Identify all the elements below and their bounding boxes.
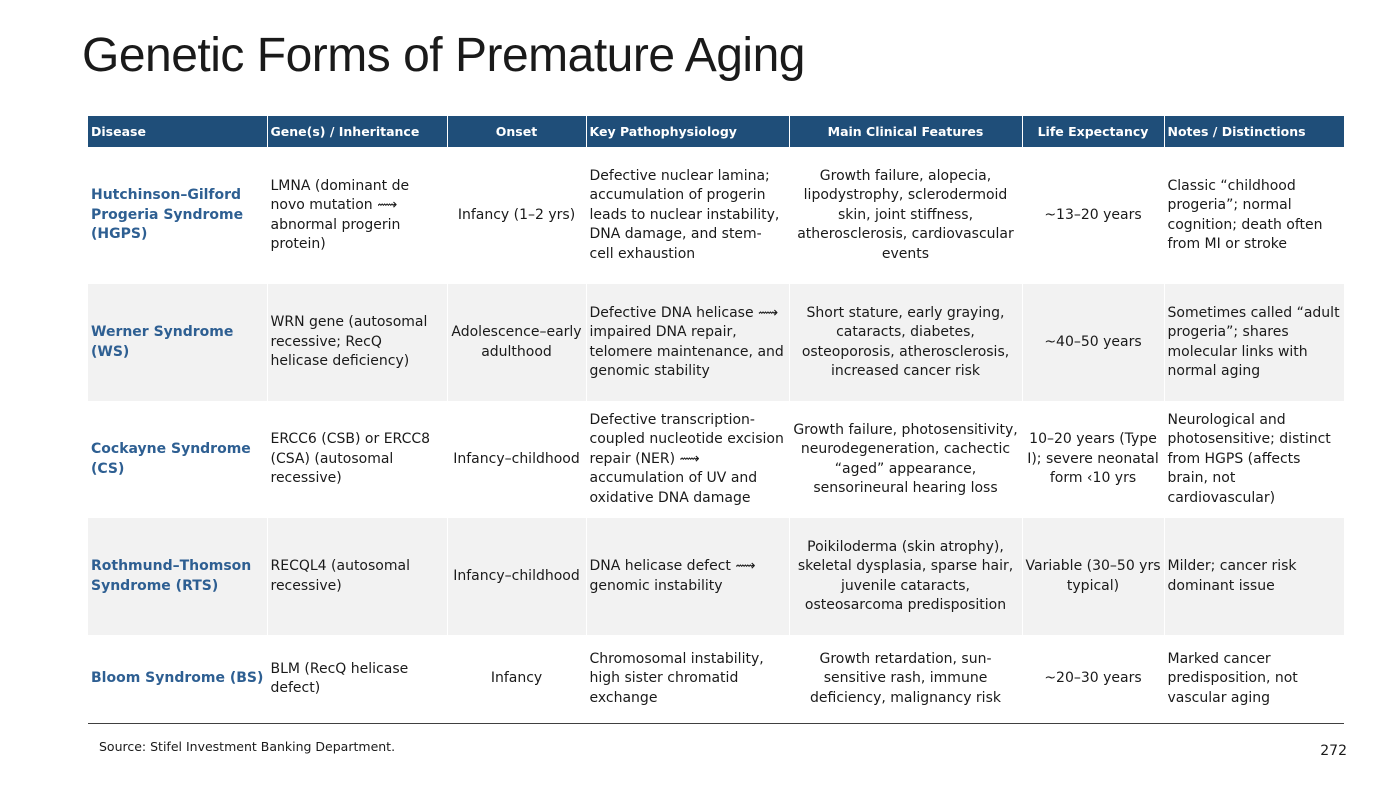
pathophysiology-cell: Chromosomal instability, high sister chr… [586, 635, 790, 724]
notes-cell: Milder; cancer risk dominant issue [1164, 518, 1344, 635]
premature-aging-table: Disease Gene(s) / Inheritance Onset Key … [88, 116, 1344, 724]
onset-cell: Infancy–childhood [447, 518, 587, 635]
gene-cell: RECQL4 (autosomal recessive) [267, 518, 448, 635]
table-row: Werner Syndrome (WS) WRN gene (autosomal… [88, 284, 1344, 401]
header-disease: Disease [88, 116, 268, 147]
header-pathophysiology: Key Pathophysiology [586, 116, 790, 147]
gene-cell: WRN gene (autosomal recessive; RecQ heli… [267, 284, 448, 401]
source-footnote: Source: Stifel Investment Banking Depart… [99, 739, 396, 754]
header-clinical-features: Main Clinical Features [789, 116, 1023, 147]
header-life-expectancy: Life Expectancy [1022, 116, 1165, 147]
table-row: Bloom Syndrome (BS) BLM (RecQ helicase d… [88, 635, 1344, 724]
life-expectancy-cell: ~13–20 years [1022, 147, 1165, 284]
header-notes: Notes / Distinctions [1164, 116, 1344, 147]
life-expectancy-cell: ~20–30 years [1022, 635, 1165, 724]
life-expectancy-cell: ~40–50 years [1022, 284, 1165, 401]
header-onset: Onset [447, 116, 587, 147]
notes-cell: Sometimes called “adult progeria”; share… [1164, 284, 1344, 401]
pathophysiology-cell: Defective DNA helicase ⟿ impaired DNA re… [586, 284, 790, 401]
gene-cell: BLM (RecQ helicase defect) [267, 635, 448, 724]
onset-cell: Infancy (1–2 yrs) [447, 147, 587, 284]
table-header-row: Disease Gene(s) / Inheritance Onset Key … [88, 116, 1344, 147]
pathophysiology-cell: Defective nuclear lamina; accumulation o… [586, 147, 790, 284]
pathophysiology-cell: Defective transcription-coupled nucleoti… [586, 401, 790, 518]
disease-cell: Bloom Syndrome (BS) [88, 635, 268, 724]
gene-cell: LMNA (dominant de novo mutation ⟿ abnorm… [267, 147, 448, 284]
notes-cell: Marked cancer predisposition, not vascul… [1164, 635, 1344, 724]
onset-cell: Adolescence–early adulthood [447, 284, 587, 401]
pathophysiology-cell: DNA helicase defect ⟿ genomic instabilit… [586, 518, 790, 635]
header-gene-inheritance: Gene(s) / Inheritance [267, 116, 448, 147]
features-cell: Short stature, early graying, cataracts,… [789, 284, 1023, 401]
onset-cell: Infancy–childhood [447, 401, 587, 518]
page-title: Genetic Forms of Premature Aging [82, 29, 805, 82]
disease-cell: Cockayne Syndrome (CS) [88, 401, 268, 518]
onset-cell: Infancy [447, 635, 587, 724]
disease-cell: Hutchinson–Gilford Progeria Syndrome (HG… [88, 147, 268, 284]
disease-cell: Rothmund–Thomson Syndrome (RTS) [88, 518, 268, 635]
table-row: Cockayne Syndrome (CS) ERCC6 (CSB) or ER… [88, 401, 1344, 518]
features-cell: Growth retardation, sun-sensitive rash, … [789, 635, 1023, 724]
life-expectancy-cell: Variable (30–50 yrs typical) [1022, 518, 1165, 635]
disease-cell: Werner Syndrome (WS) [88, 284, 268, 401]
features-cell: Growth failure, alopecia, lipodystrophy,… [789, 147, 1023, 284]
notes-cell: Neurological and photosensitive; distinc… [1164, 401, 1344, 518]
table-row: Rothmund–Thomson Syndrome (RTS) RECQL4 (… [88, 518, 1344, 635]
notes-cell: Classic “childhood progeria”; normal cog… [1164, 147, 1344, 284]
table-row: Hutchinson–Gilford Progeria Syndrome (HG… [88, 147, 1344, 284]
gene-cell: ERCC6 (CSB) or ERCC8 (CSA) (autosomal re… [267, 401, 448, 518]
page-number: 272 [1320, 743, 1347, 759]
life-expectancy-cell: 10–20 years (Type I); severe neonatal fo… [1022, 401, 1165, 518]
features-cell: Growth failure, photosensitivity, neurod… [789, 401, 1023, 518]
features-cell: Poikiloderma (skin atrophy), skeletal dy… [789, 518, 1023, 635]
